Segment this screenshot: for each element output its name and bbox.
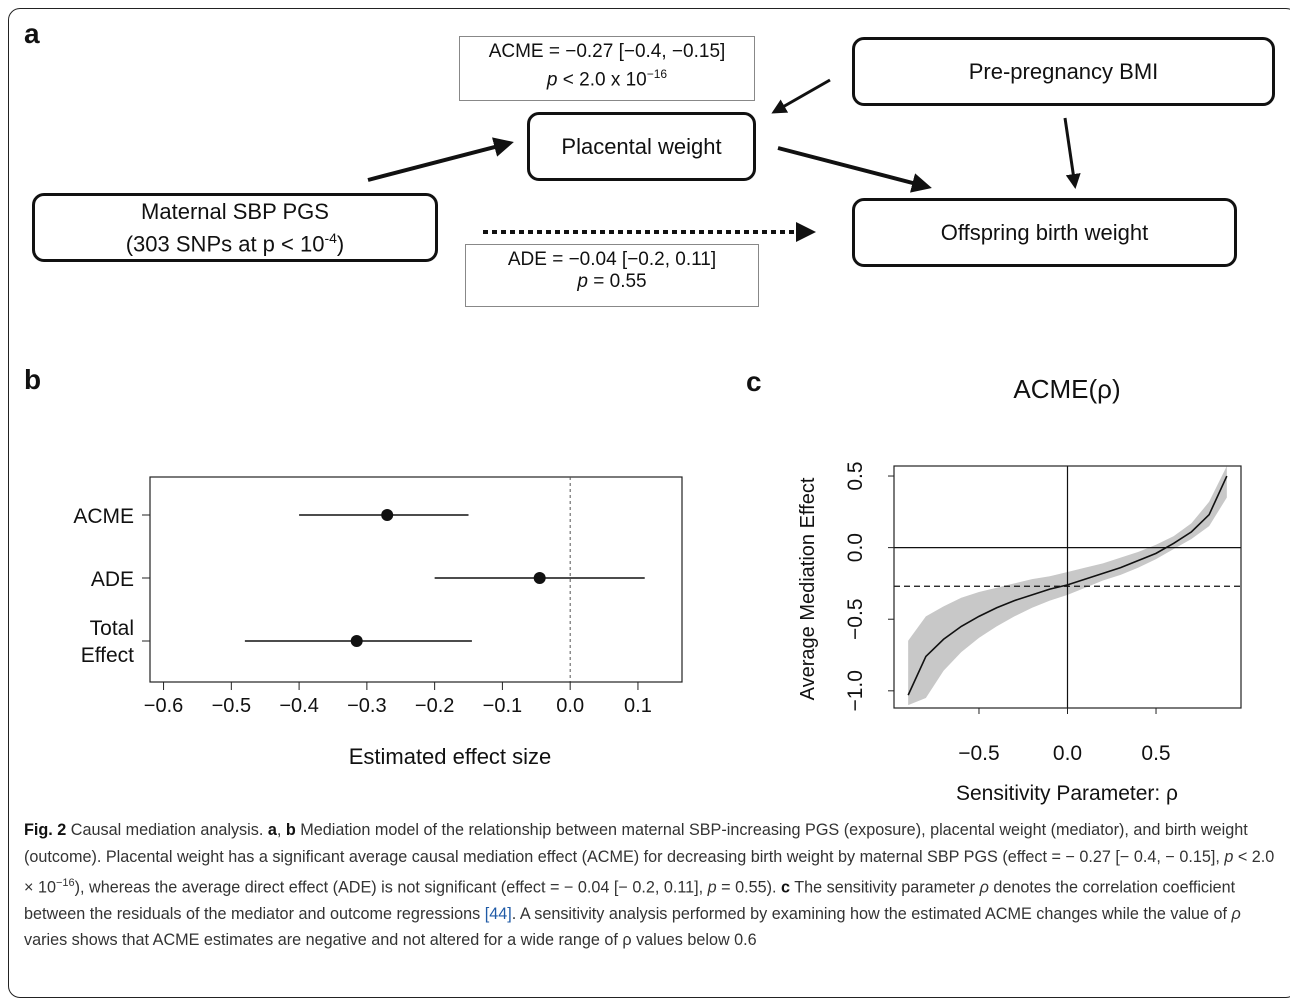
caption-p: p <box>1224 847 1234 866</box>
figure-caption: Fig. 2 Causal mediation analysis. a, b M… <box>24 817 1276 954</box>
caption-text: ), whereas the average direct effect (AD… <box>74 878 708 897</box>
forest-plot: −0.6 −0.5 −0.4 −0.3 −0.2 −0.1 0.0 0.1 Estimated … <box>73 476 683 769</box>
caption-text: Mediation model of the relationship betw… <box>24 821 1248 866</box>
caption-rho: ρ <box>979 878 989 897</box>
x-tick-label: −0.1 <box>483 695 522 717</box>
caption-text: < 2.0 × 10 <box>24 847 1275 897</box>
arrow-covariate-to-outcome <box>1063 117 1081 189</box>
x-tick-label: −0.3 <box>347 695 386 717</box>
x-tick-label: −0.2 <box>415 695 454 717</box>
reference-link[interactable]: [44] <box>484 904 512 923</box>
y-tick-label: ADE <box>91 568 134 591</box>
panel-label-a: a <box>24 18 40 49</box>
caption-p: p <box>707 878 717 897</box>
panel-label-c: c <box>746 366 762 397</box>
node-outcome: Offspring birth weight <box>852 198 1237 267</box>
x-tick-label: −0.5 <box>958 742 999 765</box>
caption-text: = 0.55). <box>716 878 782 897</box>
y-axis-title: Average Mediation Effect <box>797 477 819 700</box>
caption-panel-b: b <box>285 821 296 839</box>
point-estimate <box>350 635 363 647</box>
panel-label-b: b <box>24 364 42 395</box>
acme-line <box>907 475 1228 696</box>
caption-fig-label: Fig. 2 <box>24 821 67 839</box>
y-tick-label: Total <box>90 617 134 640</box>
plot-frame <box>149 476 683 683</box>
diagram-arrows <box>367 78 1081 242</box>
y-tick-label: −0.5 <box>844 598 867 639</box>
chart-title: ACME(ρ) <box>1013 374 1120 404</box>
caption-text: The sensitivity parameter <box>790 878 980 897</box>
node-mediator: Placental weight <box>527 112 756 181</box>
node-covariate: Pre-pregnancy BMI <box>852 37 1275 106</box>
point-estimate <box>381 509 394 521</box>
acme-pvalue: p < 2.0 x 10−16 <box>546 67 668 91</box>
y-tick-label: 0.5 <box>844 461 867 490</box>
node-exposure: Maternal SBP PGS (303 SNPs at p < 10-4) <box>32 193 438 262</box>
x-tick-label: 0.1 <box>624 695 652 717</box>
caption-text: . A sensitivity analysis performed by ex… <box>511 904 1232 923</box>
caption-text: denotes the correlation coefficient betw… <box>24 878 1236 923</box>
caption-sup: −16 <box>55 877 75 889</box>
arrow-covariate-to-mediator <box>771 78 831 114</box>
x-tick-label: −0.5 <box>212 695 251 717</box>
acme-stat-box: ACME = −0.27 [−0.4, −0.15] p < 2.0 x 10−… <box>459 36 755 101</box>
exposure-line1: Maternal SBP PGS <box>141 198 329 224</box>
caption-panel-c: c <box>781 878 791 897</box>
arrow-mediator-to-outcome <box>777 146 932 193</box>
x-tick-label: −0.6 <box>144 695 183 717</box>
ade-estimate: ADE = −0.04 [−0.2, 0.11] <box>507 249 717 270</box>
y-tick-label: Effect <box>81 644 134 667</box>
caption-text: varies shows that ACME estimates are neg… <box>24 931 757 950</box>
point-estimate <box>533 572 546 584</box>
caption-panel-a: a <box>267 821 277 839</box>
x-tick-label: −0.4 <box>279 695 318 717</box>
exposure-line2: (303 SNPs at p < 10-4) <box>125 229 345 257</box>
arrow-exposure-to-mediator <box>367 137 514 182</box>
x-axis-title: Sensitivity Parameter: ρ <box>956 782 1178 805</box>
x-tick-label: 0.0 <box>556 695 584 717</box>
x-tick-label: 0.5 <box>1141 742 1170 765</box>
ade-stat-box: ADE = −0.04 [−0.2, 0.11] p = 0.55 <box>465 244 759 307</box>
y-tick-label: 0.0 <box>844 533 867 562</box>
ade-pvalue: p = 0.55 <box>577 271 647 292</box>
caption-rho: ρ <box>1231 904 1241 923</box>
acme-estimate: ACME = −0.27 [−0.4, −0.15] <box>488 41 726 62</box>
y-tick-label: ACME <box>73 505 134 528</box>
y-tick-label: −1.0 <box>844 670 867 711</box>
caption-text: , <box>276 821 286 839</box>
x-tick-label: 0.0 <box>1053 742 1082 765</box>
x-axis-title: Estimated effect size <box>349 744 552 769</box>
caption-text: Causal mediation analysis. <box>66 821 268 839</box>
sensitivity-plot: ACME(ρ) −0.5 0.0 0.5 Sensitivity Parameter: … <box>797 374 1242 805</box>
